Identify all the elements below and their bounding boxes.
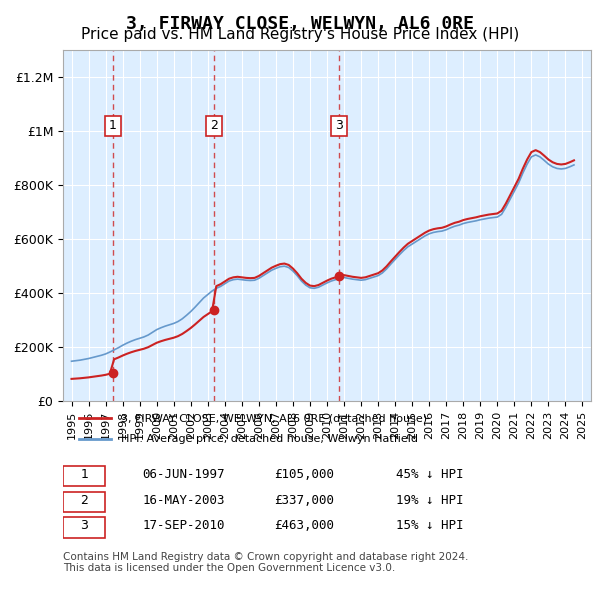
Text: Contains HM Land Registry data © Crown copyright and database right 2024.
This d: Contains HM Land Registry data © Crown c… <box>63 552 469 573</box>
FancyBboxPatch shape <box>63 492 105 512</box>
Text: 17-SEP-2010: 17-SEP-2010 <box>142 519 224 532</box>
Text: 3, FIRWAY CLOSE, WELWYN, AL6 0RE (detached house): 3, FIRWAY CLOSE, WELWYN, AL6 0RE (detach… <box>121 413 427 423</box>
Text: 3: 3 <box>335 119 343 132</box>
Text: 06-JUN-1997: 06-JUN-1997 <box>142 468 224 481</box>
Text: 2: 2 <box>80 493 88 507</box>
Text: HPI: Average price, detached house, Welwyn Hatfield: HPI: Average price, detached house, Welw… <box>121 434 418 444</box>
Text: £463,000: £463,000 <box>274 519 334 532</box>
Text: 1: 1 <box>80 468 88 481</box>
FancyBboxPatch shape <box>63 466 105 486</box>
Text: £105,000: £105,000 <box>274 468 334 481</box>
Text: 19% ↓ HPI: 19% ↓ HPI <box>395 493 463 507</box>
Text: £337,000: £337,000 <box>274 493 334 507</box>
Text: 2: 2 <box>210 119 218 132</box>
Text: Price paid vs. HM Land Registry's House Price Index (HPI): Price paid vs. HM Land Registry's House … <box>81 27 519 41</box>
Text: 15% ↓ HPI: 15% ↓ HPI <box>395 519 463 532</box>
Text: 3, FIRWAY CLOSE, WELWYN, AL6 0RE: 3, FIRWAY CLOSE, WELWYN, AL6 0RE <box>126 15 474 33</box>
Text: 3: 3 <box>80 519 88 532</box>
FancyBboxPatch shape <box>63 517 105 537</box>
Text: 45% ↓ HPI: 45% ↓ HPI <box>395 468 463 481</box>
Text: 1: 1 <box>109 119 117 132</box>
Text: 16-MAY-2003: 16-MAY-2003 <box>142 493 224 507</box>
